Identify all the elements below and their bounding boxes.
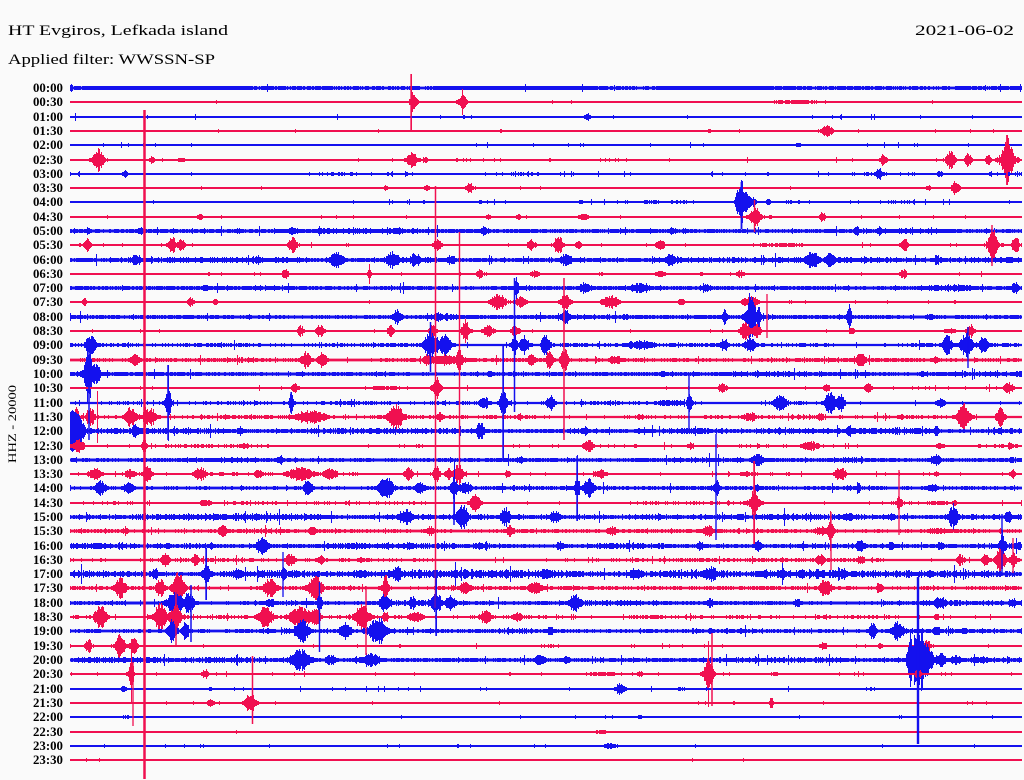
svg-text:19:00: 19:00 [33,623,63,638]
svg-text:07:30: 07:30 [33,294,63,309]
svg-text:18:00: 18:00 [33,595,63,610]
svg-text:15:00: 15:00 [33,509,63,524]
svg-text:14:30: 14:30 [33,495,63,510]
svg-text:04:00: 04:00 [33,194,63,209]
svg-text:12:30: 12:30 [33,438,63,453]
svg-text:Applied filter: WWSSN-SP: Applied filter: WWSSN-SP [8,52,215,68]
svg-text:17:00: 17:00 [33,566,63,581]
svg-text:16:30: 16:30 [33,552,63,567]
svg-text:02:30: 02:30 [33,152,63,167]
svg-text:18:30: 18:30 [33,609,63,624]
svg-text:19:30: 19:30 [33,638,63,653]
svg-text:HT Evgiros, Lefkada island: HT Evgiros, Lefkada island [8,23,229,39]
svg-text:2021-06-02: 2021-06-02 [915,23,1014,39]
svg-text:15:30: 15:30 [33,523,63,538]
svg-text:14:00: 14:00 [33,480,63,495]
svg-text:11:00: 11:00 [33,395,63,410]
svg-text:20:30: 20:30 [33,666,63,681]
svg-text:22:00: 22:00 [33,709,63,724]
svg-text:03:30: 03:30 [33,180,63,195]
svg-text:01:00: 01:00 [33,109,63,124]
svg-text:08:00: 08:00 [33,309,63,324]
svg-text:07:00: 07:00 [33,280,63,295]
svg-text:02:00: 02:00 [33,137,63,152]
svg-text:10:00: 10:00 [33,366,63,381]
svg-text:20:00: 20:00 [33,652,63,667]
svg-text:22:30: 22:30 [33,724,63,739]
svg-text:08:30: 08:30 [33,323,63,338]
svg-text:00:30: 00:30 [33,94,63,109]
svg-text:06:00: 06:00 [33,252,63,267]
svg-text:05:30: 05:30 [33,237,63,252]
svg-text:11:30: 11:30 [33,409,63,424]
svg-text:21:30: 21:30 [33,695,63,710]
svg-text:13:30: 13:30 [33,466,63,481]
svg-text:23:30: 23:30 [33,752,63,767]
svg-text:04:30: 04:30 [33,209,63,224]
svg-text:06:30: 06:30 [33,266,63,281]
svg-text:03:00: 03:00 [33,166,63,181]
svg-text:05:00: 05:00 [33,223,63,238]
svg-text:13:00: 13:00 [33,452,63,467]
svg-text:17:30: 17:30 [33,580,63,595]
svg-text:21:00: 21:00 [33,681,63,696]
svg-text:HHZ - 20000: HHZ - 20000 [5,385,19,463]
svg-text:12:00: 12:00 [33,423,63,438]
svg-text:16:00: 16:00 [33,538,63,553]
svg-text:09:00: 09:00 [33,337,63,352]
svg-text:00:00: 00:00 [33,80,63,95]
svg-text:23:00: 23:00 [33,738,63,753]
svg-text:09:30: 09:30 [33,352,63,367]
svg-text:10:30: 10:30 [33,380,63,395]
svg-text:01:30: 01:30 [33,123,63,138]
